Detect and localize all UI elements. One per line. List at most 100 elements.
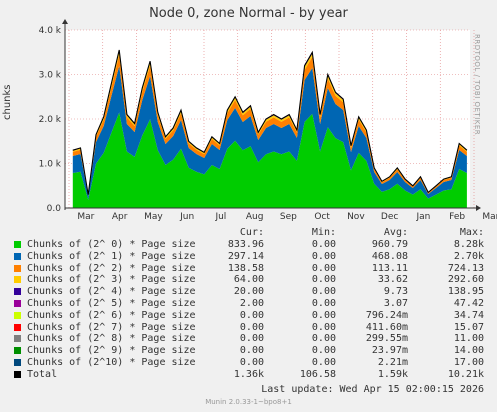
legend-row: Chunks of (2^ 0) * Page size 833.96 0.00 96… [14, 239, 484, 251]
legend-swatch [14, 252, 21, 260]
x-tick-label: Dec [381, 212, 398, 222]
legend-max-value: 724.13 [447, 262, 484, 274]
chart-plot: 0.0 1.0 k 2.0 k 3.0 k 4.0 k Mar Apr May Jun Jul Au… [39, 19, 497, 222]
series-area [72, 66, 467, 200]
legend-max-value: 34.74 [453, 309, 484, 321]
legend-cur-value: 0.00 [239, 333, 264, 345]
legend-max-value: 17.00 [453, 356, 484, 368]
legend-cur-value: 0.00 [239, 356, 264, 368]
legend-label: Total [27, 368, 58, 380]
x-tick-label: Aug [246, 212, 264, 222]
legend-max-value: 2.70k [453, 250, 484, 262]
legend-cur-value: 833.96 [227, 239, 264, 250]
legend-row: Chunks of (2^ 3) * Page size 64.00 0.00 33.… [14, 274, 484, 286]
legend-avg-value: 9.73 [383, 286, 408, 298]
legend-min-value: 0.00 [311, 345, 336, 357]
legend-label: Chunks of (2^ 1) * Page size [27, 250, 196, 262]
legend-swatch [14, 241, 21, 248]
legend-cur-value: 0.00 [239, 321, 264, 333]
y-axis-arrow [62, 19, 68, 24]
legend-swatch [14, 347, 21, 355]
x-tick-label: Nov [347, 212, 365, 222]
legend-swatch [14, 358, 21, 366]
legend-swatch [14, 323, 21, 331]
legend-min-value: 0.00 [311, 274, 336, 286]
legend-avg-value: 23.97m [371, 345, 408, 357]
legend-header-cur: Cur: [239, 227, 264, 238]
legend-header-row: Cur: Min: Avg: Max: [14, 227, 484, 239]
legend-min-value: 0.00 [311, 262, 336, 274]
legend-cur-value: 0.00 [239, 309, 264, 321]
legend-max-value: 292.60 [447, 274, 484, 286]
legend-label: Chunks of (2^ 4) * Page size [27, 286, 196, 298]
x-tick-label: May [144, 212, 163, 222]
legend-swatch [14, 264, 21, 272]
chart-title: Node 0, zone Normal - by year [149, 6, 348, 21]
legend-max-value: 10.21k [447, 368, 484, 380]
legend-min-value: 0.00 [311, 321, 336, 333]
legend-cur-value: 2.00 [239, 297, 264, 309]
legend-row: Chunks of (2^ 6) * Page size 0.00 0.00 796.… [14, 310, 484, 322]
series-area [72, 54, 467, 196]
legend-max-value: 14.00 [453, 345, 484, 357]
legend-label: Chunks of (2^ 7) * Page size [27, 321, 196, 333]
legend-avg-value: 796.24m [365, 309, 408, 321]
legend-swatch [14, 299, 21, 307]
legend-label: Chunks of (2^ 9) * Page size [27, 345, 196, 357]
x-tick-label: Apr [112, 212, 128, 222]
legend-avg-value: 468.08 [371, 250, 408, 262]
x-tick-label: Oct [314, 212, 330, 222]
legend-max-value: 47.42 [453, 297, 484, 309]
legend-row: Chunks of (2^ 4) * Page size 20.00 0.00 9.7… [14, 286, 484, 298]
legend-label: Chunks of (2^10) * Page size [27, 356, 196, 368]
legend-row: Chunks of (2^ 2) * Page size 138.58 0.00 11… [14, 263, 484, 275]
legend-label: Chunks of (2^ 2) * Page size [27, 262, 196, 274]
x-tick-label: Jan [415, 212, 430, 222]
legend-max-value: 11.00 [453, 333, 484, 345]
x-tick-label: Jun [179, 212, 194, 222]
legend-cur-value: 1.36k [233, 368, 264, 380]
legend-max-value: 8.28k [453, 239, 484, 250]
y-tick-label: 0.0 [47, 204, 62, 214]
x-tick-label: Sep [280, 212, 297, 222]
x-tick-label: Feb [449, 212, 465, 222]
legend-row: Chunks of (2^ 1) * Page size 297.14 0.00 46… [14, 251, 484, 263]
legend-min-value: 0.00 [311, 309, 336, 321]
legend-label: Chunks of (2^ 8) * Page size [27, 333, 196, 345]
y-tick-label: 3.0 k [39, 71, 62, 81]
legend-label: Chunks of (2^ 3) * Page size [27, 274, 196, 286]
last-update: Last update: Wed Apr 15 02:00:15 2026 [261, 384, 484, 395]
y-tick-label: 1.0 k [39, 160, 62, 170]
legend-cur-value: 64.00 [233, 274, 264, 286]
legend-min-value: 0.00 [311, 356, 336, 368]
legend-row: Chunks of (2^10) * Page size 0.00 0.00 2.21… [14, 357, 484, 369]
legend-row: Chunks of (2^ 5) * Page size 2.00 0.00 3.07… [14, 298, 484, 310]
y-tick-label: 4.0 k [39, 26, 62, 36]
legend-avg-value: 411.60m [365, 321, 408, 333]
munin-version-footer: Munin 2.0.33-1~bpo8+1 [205, 398, 292, 406]
legend-avg-value: 3.07 [383, 297, 408, 309]
legend-swatch [14, 288, 21, 296]
legend-label: Chunks of (2^ 0) * Page size [27, 239, 196, 250]
legend-header-avg: Avg: [383, 227, 408, 238]
legend-row: Chunks of (2^ 8) * Page size 0.00 0.00 299.… [14, 333, 484, 345]
x-tick-label: Mar [77, 212, 94, 222]
x-tick-label: Jul [214, 212, 226, 222]
legend-min-value: 0.00 [311, 286, 336, 298]
legend-swatch [14, 311, 21, 319]
total-line [72, 49, 468, 195]
legend-cur-value: 297.14 [227, 250, 264, 262]
legend-avg-value: 33.62 [377, 274, 408, 286]
legend-min-value: 0.00 [311, 297, 336, 309]
y-tick-label: 2.0 k [39, 115, 62, 125]
legend-min-value: 0.00 [311, 239, 336, 250]
series-area [72, 112, 467, 208]
legend-cur-value: 0.00 [239, 345, 264, 357]
legend-cur-value: 138.58 [227, 262, 264, 274]
legend-row: Chunks of (2^ 7) * Page size 0.00 0.00 411.… [14, 322, 484, 334]
legend-avg-value: 2.21m [377, 356, 408, 368]
legend-swatch [14, 335, 21, 343]
legend-min-value: 0.00 [311, 333, 336, 345]
legend-avg-value: 1.59k [377, 368, 408, 380]
